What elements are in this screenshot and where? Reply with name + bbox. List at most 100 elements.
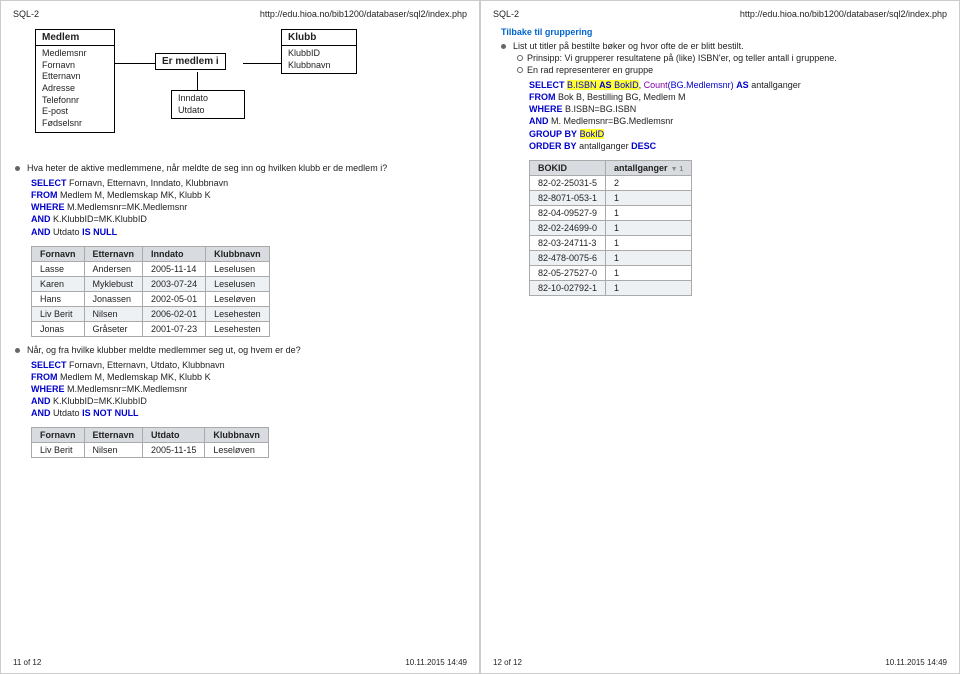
column-header[interactable]: antallganger▼ 1 [606,160,692,175]
table-cell: 1 [606,190,692,205]
er-connector [197,72,198,90]
table-row: 82-02-25031-52 [530,175,692,190]
table-cell: 2002-05-01 [143,291,206,306]
table-cell: Karen [32,276,85,291]
table-cell: Leseløven [206,291,270,306]
doc-title: SQL-2 [13,9,39,19]
column-header[interactable]: Fornavn [32,428,85,443]
table-row: 82-05-27527-01 [530,265,692,280]
relation-box: Er medlem i [155,53,226,70]
table-cell: 2005-11-14 [143,261,206,276]
doc-url: http://edu.hioa.no/bib1200/databaser/sql… [740,9,947,19]
entity-title: Klubb [282,30,356,46]
table-cell: Jonassen [84,291,143,306]
table-cell: Nilsen [84,306,143,321]
er-connector [115,63,155,64]
page-header-left: SQL-2 http://edu.hioa.no/bib1200/databas… [13,9,467,19]
column-header[interactable]: Etternavn [84,428,143,443]
column-header[interactable]: Etternavn [84,246,143,261]
table-cell: 82-05-27527-0 [530,265,606,280]
table-cell: 1 [606,205,692,220]
table-cell: 2005-11-15 [143,443,205,458]
table-cell: 82-478-0075-6 [530,250,606,265]
table-cell: Leselusen [206,276,270,291]
entity-attrs: KlubbID Klubbnavn [282,46,356,73]
table-row: 82-04-09527-91 [530,205,692,220]
table-cell: Liv Berit [32,443,85,458]
page-footer-right: 12 of 12 10.11.2015 14:49 [493,658,947,667]
sub-item: Prinsipp: Vi grupperer resultatene på (l… [527,53,947,63]
result-table-2: FornavnEtternavnUtdatoKlubbnavn Liv Beri… [31,427,269,458]
er-diagram: Medlem Medlemsnr Fornavn Etternavn Adres… [13,23,467,153]
table-cell: Liv Berit [32,306,85,321]
page-timestamp: 10.11.2015 14:49 [885,658,947,667]
table-cell: Leselusen [206,261,270,276]
entity-medlem: Medlem Medlemsnr Fornavn Etternavn Adres… [35,29,115,133]
column-header[interactable]: Fornavn [32,246,85,261]
table-cell: 2 [606,175,692,190]
table-cell: 2003-07-24 [143,276,206,291]
sql-block: SELECT Fornavn, Etternavn, Inndato, Klub… [31,177,467,238]
page-number: 12 of 12 [493,658,522,667]
entity-title: Medlem [36,30,114,46]
column-header[interactable]: Klubbnavn [206,246,270,261]
sub-item: En rad representerer en gruppe [527,65,947,75]
table-cell: Gråseter [84,321,143,336]
table-cell: 1 [606,220,692,235]
table-cell: 1 [606,250,692,265]
table-cell: 1 [606,280,692,295]
relation-attrs-box: Inndato Utdato [171,90,245,119]
back-link[interactable]: Tilbake til gruppering [501,27,592,37]
table-cell: 2006-02-01 [143,306,206,321]
page-header-right: SQL-2 http://edu.hioa.no/bib1200/databas… [493,9,947,19]
question-list: Hva heter de aktive medlemmene, når meld… [13,163,467,173]
table-cell: Jonas [32,321,85,336]
table-row: 82-03-24711-31 [530,235,692,250]
table-cell: Myklebust [84,276,143,291]
column-header[interactable]: Utdato [143,428,205,443]
table-cell: Andersen [84,261,143,276]
result-table-1: FornavnEtternavnInndatoKlubbnavn LasseAn… [31,246,270,337]
table-cell: 82-10-02792-1 [530,280,606,295]
table-cell: Nilsen [84,443,143,458]
column-header[interactable]: BOKID [530,160,606,175]
table-row: 82-02-24699-01 [530,220,692,235]
page-right: SQL-2 http://edu.hioa.no/bib1200/databas… [480,0,960,674]
question-list: List ut titler på bestilte bøker og hvor… [499,41,947,75]
table-cell: Hans [32,291,85,306]
page-footer-left: 11 of 12 10.11.2015 14:49 [13,658,467,667]
question-item: List ut titler på bestilte bøker og hvor… [513,41,947,75]
table-row: JonasGråseter2001-07-23Lesehesten [32,321,270,336]
question-item: Når, og fra hvilke klubber meldte medlem… [27,345,467,355]
column-header[interactable]: Klubbnavn [205,428,269,443]
table-cell: 82-8071-053-1 [530,190,606,205]
table-row: Liv BeritNilsen2005-11-15Leseløven [32,443,269,458]
page-timestamp: 10.11.2015 14:49 [405,658,467,667]
sql-block: SELECT B.ISBN AS BokID, Count(BG.Medlems… [529,79,947,152]
doc-url: http://edu.hioa.no/bib1200/databaser/sql… [260,9,467,19]
table-cell: Lesehesten [206,321,270,336]
table-row: Liv BeritNilsen2006-02-01Lesehesten [32,306,270,321]
table-cell: 82-02-25031-5 [530,175,606,190]
table-row: 82-10-02792-11 [530,280,692,295]
page-number: 11 of 12 [13,658,41,667]
table-row: LasseAndersen2005-11-14Leselusen [32,261,270,276]
entity-klubb: Klubb KlubbID Klubbnavn [281,29,357,74]
result-table-right: BOKIDantallganger▼ 1 82-02-25031-5282-80… [529,160,692,296]
table-cell: Leseløven [205,443,269,458]
table-cell: Lasse [32,261,85,276]
table-cell: 1 [606,235,692,250]
sql-block: SELECT Fornavn, Etternavn, Utdato, Klubb… [31,359,467,420]
table-cell: 82-03-24711-3 [530,235,606,250]
table-row: KarenMyklebust2003-07-24Leselusen [32,276,270,291]
column-header[interactable]: Inndato [143,246,206,261]
question-list: Når, og fra hvilke klubber meldte medlem… [13,345,467,355]
question-item: Hva heter de aktive medlemmene, når meld… [27,163,467,173]
table-cell: 2001-07-23 [143,321,206,336]
table-row: 82-478-0075-61 [530,250,692,265]
entity-attrs: Medlemsnr Fornavn Etternavn Adresse Tele… [36,46,114,132]
table-row: HansJonassen2002-05-01Leseløven [32,291,270,306]
table-cell: 82-04-09527-9 [530,205,606,220]
table-row: 82-8071-053-11 [530,190,692,205]
page-left: SQL-2 http://edu.hioa.no/bib1200/databas… [0,0,480,674]
